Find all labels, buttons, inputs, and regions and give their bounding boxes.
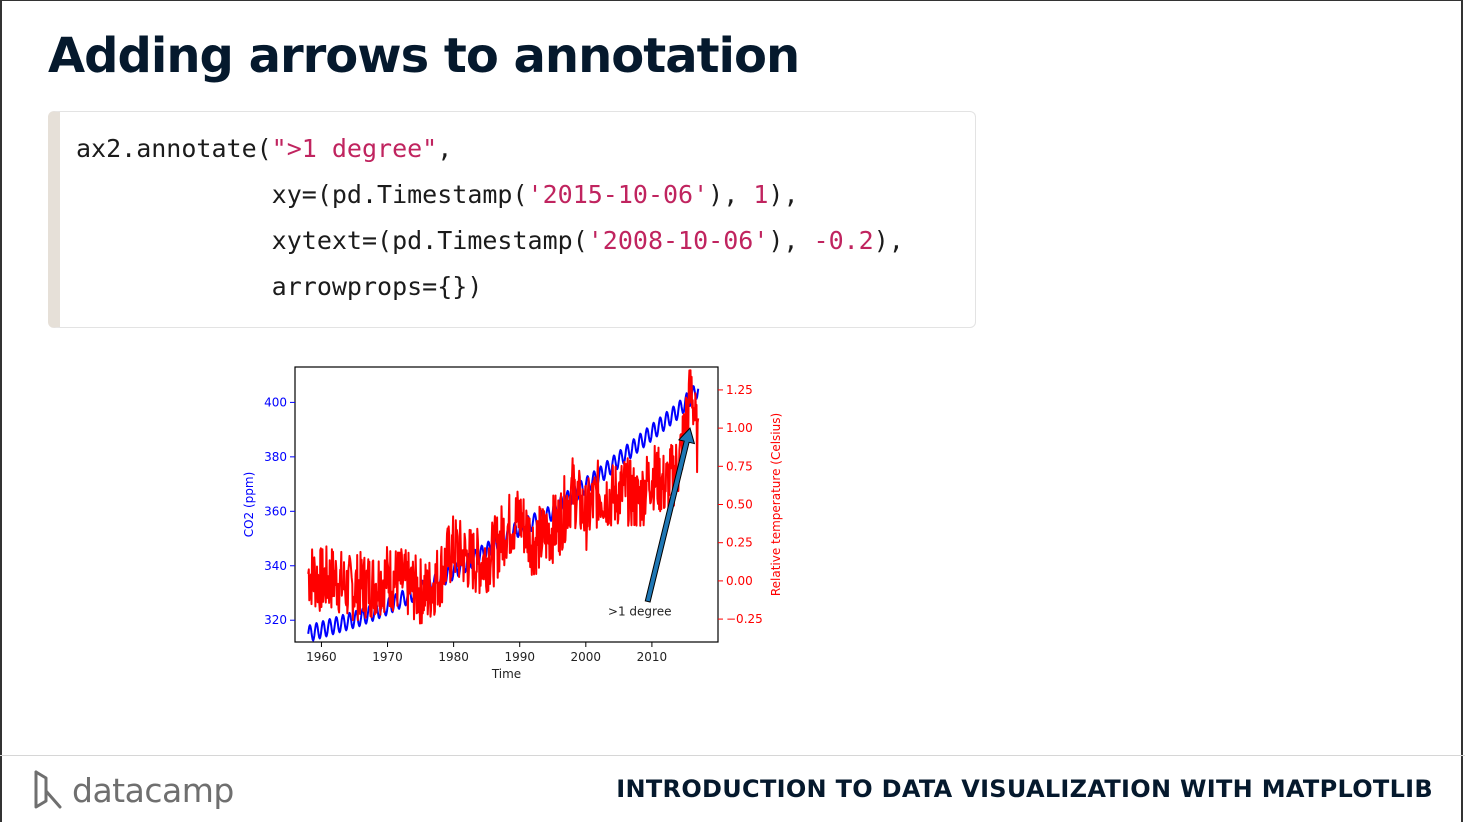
code-token: '2015-10-06' — [527, 180, 709, 209]
code-token: ), — [873, 226, 904, 255]
y-left-tick-label: 340 — [264, 559, 287, 573]
chart-svg: 1960 1970 1980 1990 2000 2010 320 340 360 380 400 −… — [242, 366, 783, 681]
y-right-tick-label: 0.75 — [726, 459, 753, 473]
code-line-4: arrowprops={}) — [76, 272, 483, 301]
x-tick-label: 2000 — [571, 650, 602, 664]
code-token: 1 — [753, 180, 769, 209]
code-token: xy=(pd.Timestamp( — [76, 180, 528, 209]
y-right-tick-label: −0.25 — [726, 612, 763, 626]
y-right-tick-label: 0.00 — [726, 574, 753, 588]
code-token: xytext=(pd.Timestamp( — [76, 226, 588, 255]
code-token: -0.2 — [813, 226, 874, 255]
y-left-tick-label: 320 — [264, 613, 287, 627]
y-right-tick-label: 0.25 — [726, 536, 753, 550]
code-token: '2008-10-06' — [587, 226, 769, 255]
temperature-series-line — [307, 369, 700, 625]
logo-text: datacamp — [72, 770, 234, 810]
x-tick-label: 2010 — [637, 650, 668, 664]
footer-divider — [0, 755, 1465, 756]
y-right-tick-label: 1.00 — [726, 421, 753, 435]
datacamp-logo-icon — [34, 770, 62, 809]
y-left-tick-label: 380 — [264, 450, 287, 464]
code-token: ), — [768, 180, 799, 209]
y-left-tick-label: 360 — [264, 504, 287, 518]
course-title: INTRODUCTION TO DATA VISUALIZATION WITH … — [616, 775, 1433, 803]
code-line-1: ax2.annotate(">1 degree", — [76, 134, 452, 163]
y-right-axis-label: Relative temperature (Celsius) — [769, 413, 783, 596]
code-line-2: xy=(pd.Timestamp('2015-10-06'), 1), — [76, 180, 799, 209]
x-axis-label: Time — [491, 667, 521, 681]
annotation-text: >1 degree — [608, 604, 672, 618]
datacamp-logo: datacamp — [32, 768, 234, 812]
y-right-tick-label: 0.50 — [726, 498, 753, 512]
annotation-arrow — [644, 427, 696, 603]
y-left-axis-label: CO2 (ppm) — [242, 472, 256, 538]
chart: 1960 1970 1980 1990 2000 2010 320 340 360 380 400 −… — [235, 355, 795, 695]
x-tick-label: 1980 — [438, 650, 469, 664]
code-token: ), — [768, 226, 814, 255]
x-tick-label: 1970 — [372, 650, 403, 664]
code-block: ax2.annotate(">1 degree", xy=(pd.Timesta… — [48, 111, 976, 328]
y-right-tick-label: 1.25 — [726, 383, 753, 397]
x-tick-label: 1990 — [504, 650, 535, 664]
code-token: ), — [708, 180, 754, 209]
x-tick-label: 1960 — [306, 650, 337, 664]
slide-title: Adding arrows to annotation — [48, 28, 800, 84]
y-left-tick-label: 400 — [264, 395, 287, 409]
code-line-3: xytext=(pd.Timestamp('2008-10-06'), -0.2… — [76, 226, 904, 255]
code-token: ax2.annotate( — [76, 134, 272, 163]
code-token: ">1 degree" — [271, 134, 438, 163]
code-token: arrowprops={}) — [76, 272, 483, 301]
code-token: , — [437, 134, 453, 163]
